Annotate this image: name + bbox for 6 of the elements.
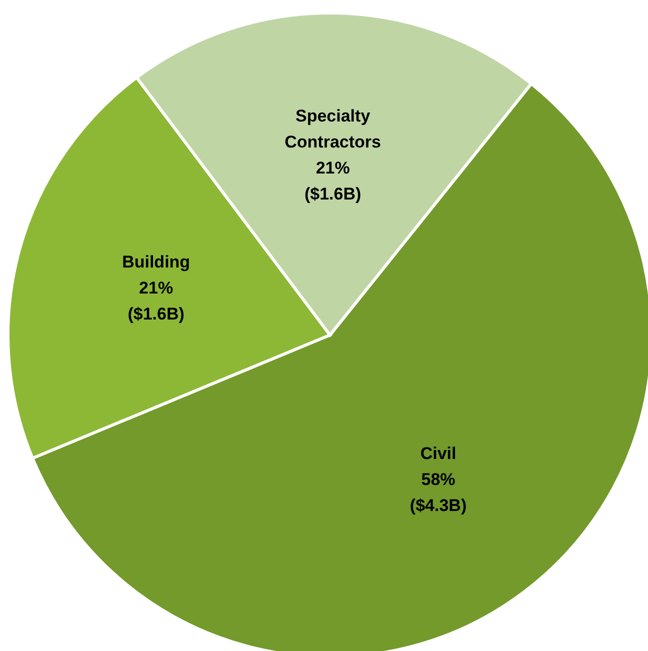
slice-label: Building xyxy=(122,252,190,271)
data-label: 58% ($4.3B) xyxy=(410,470,467,515)
slice-label: Civil xyxy=(420,444,456,463)
data-label: 21% ($1.6B) xyxy=(128,278,184,323)
slice-label: Specialty Contractors xyxy=(284,106,382,152)
data-label: 21% ($1.6B) xyxy=(304,158,362,204)
